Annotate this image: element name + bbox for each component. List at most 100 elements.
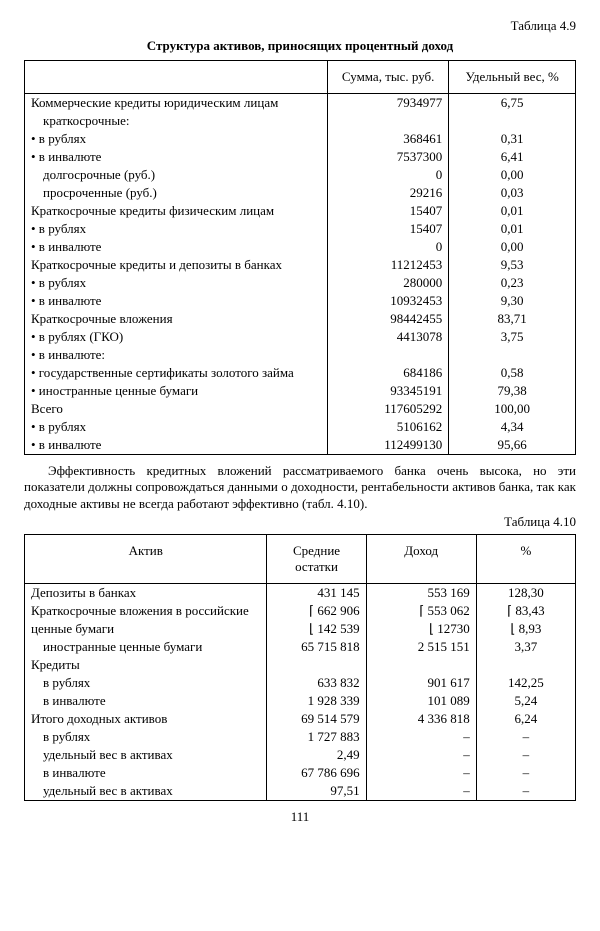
row-weight: 9,30 [449,292,576,310]
row-avg: 1 928 339 [267,692,366,710]
row-name: Итого доходных активов [25,710,267,728]
row-weight: 0,23 [449,274,576,292]
row-sum: 4413078 [328,328,449,346]
row-sum: 280000 [328,274,449,292]
row-sum [328,346,449,364]
row-income: – [366,782,476,801]
row-income: – [366,728,476,746]
row-sum: 5106162 [328,418,449,436]
row-pct: ⌈ 83,43 [476,602,575,620]
row-sum: 117605292 [328,400,449,418]
row-sum: 15407 [328,202,449,220]
row-name: просроченные (руб.) [25,184,328,202]
table-row: ценные бумаги⌊ 142 539⌊ 12730⌊ 8,93 [25,620,576,638]
row-sum [328,112,449,130]
row-weight: 0,00 [449,238,576,256]
table-row: краткосрочные: [25,112,576,130]
row-pct: 128,30 [476,583,575,602]
row-weight: 6,75 [449,94,576,113]
row-income: 553 169 [366,583,476,602]
table-row: в инвалюте67 786 696–– [25,764,576,782]
row-name: краткосрочные: [25,112,328,130]
row-name: в рублях [25,674,267,692]
table-row: • государственные сертификаты золотого з… [25,364,576,382]
row-name: удельный вес в активах [25,782,267,801]
row-name: • в рублях [25,418,328,436]
table-row: в рублях1 727 883–– [25,728,576,746]
row-name: • государственные сертификаты золотого з… [25,364,328,382]
row-weight: 4,34 [449,418,576,436]
row-income: – [366,746,476,764]
table-row: Краткосрочные вложения9844245583,71 [25,310,576,328]
row-sum: 7934977 [328,94,449,113]
row-sum: 0 [328,166,449,184]
row-name: Краткосрочные кредиты физическим лицам [25,202,328,220]
row-sum: 7537300 [328,148,449,166]
row-weight: 95,66 [449,436,576,455]
table-row: Коммерческие кредиты юридическим лицам79… [25,94,576,113]
row-name: • в рублях [25,220,328,238]
row-pct: 3,37 [476,638,575,656]
table-row: Краткосрочные вложения в российские⌈ 662… [25,602,576,620]
row-sum: 15407 [328,220,449,238]
row-name: долгосрочные (руб.) [25,166,328,184]
row-pct: – [476,746,575,764]
row-weight: 0,01 [449,202,576,220]
table-row: долгосрочные (руб.)00,00 [25,166,576,184]
row-avg: ⌊ 142 539 [267,620,366,638]
t2-head-income: Доход [366,534,476,583]
row-sum: 112499130 [328,436,449,455]
row-sum: 368461 [328,130,449,148]
row-weight: 9,53 [449,256,576,274]
row-avg: 1 727 883 [267,728,366,746]
table-row: • в рублях2800000,23 [25,274,576,292]
row-weight: 3,75 [449,328,576,346]
row-name: в инвалюте [25,764,267,782]
row-income: ⌈ 553 062 [366,602,476,620]
row-weight [449,112,576,130]
row-name: • в рублях [25,274,328,292]
row-sum: 0 [328,238,449,256]
row-pct: – [476,764,575,782]
row-name: Коммерческие кредиты юридическим лицам [25,94,328,113]
row-avg: 633 832 [267,674,366,692]
table-row: просроченные (руб.)292160,03 [25,184,576,202]
row-name: • в инвалюте [25,238,328,256]
row-weight: 79,38 [449,382,576,400]
table-row: • в инвалюте75373006,41 [25,148,576,166]
row-name: Краткосрочные вложения в российские [25,602,267,620]
row-name: • в инвалюте [25,148,328,166]
table-row: удельный вес в активах97,51–– [25,782,576,801]
table-row: • в рублях51061624,34 [25,418,576,436]
t1-head-weight: Удельный вес, % [449,61,576,94]
row-sum: 684186 [328,364,449,382]
row-weight: 6,41 [449,148,576,166]
table-row: Краткосрочные кредиты физическим лицам15… [25,202,576,220]
row-avg: 69 514 579 [267,710,366,728]
row-sum: 10932453 [328,292,449,310]
row-sum: 93345191 [328,382,449,400]
row-pct [476,656,575,674]
row-avg: 65 715 818 [267,638,366,656]
row-name: иностранные ценные бумаги [25,638,267,656]
t2-head-avg: Средние остатки [267,534,366,583]
table-row: иностранные ценные бумаги65 715 8182 515… [25,638,576,656]
row-income: ⌊ 12730 [366,620,476,638]
page-number: 111 [24,809,576,825]
row-pct: 142,25 [476,674,575,692]
row-avg: 97,51 [267,782,366,801]
row-income: 101 089 [366,692,476,710]
row-avg: 67 786 696 [267,764,366,782]
row-pct: ⌊ 8,93 [476,620,575,638]
row-pct: – [476,782,575,801]
table-row: Всего117605292100,00 [25,400,576,418]
row-weight: 0,31 [449,130,576,148]
row-avg: ⌈ 662 906 [267,602,366,620]
table-1: Сумма, тыс. руб. Удельный вес, % Коммерч… [24,60,576,455]
row-income: – [366,764,476,782]
table-1-title: Структура активов, приносящих процентный… [24,38,576,54]
t2-head-asset: Актив [25,534,267,583]
table-row: в инвалюте1 928 339101 0895,24 [25,692,576,710]
row-sum: 11212453 [328,256,449,274]
row-income: 901 617 [366,674,476,692]
